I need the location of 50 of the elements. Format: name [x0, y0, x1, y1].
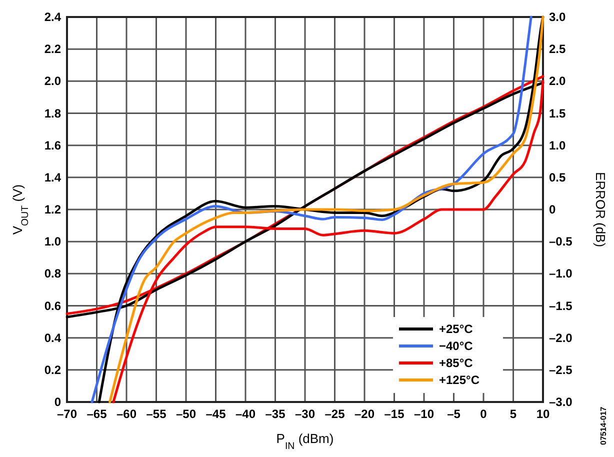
y2-tick-label: 1.5 — [549, 106, 566, 120]
y-tick-label: 0.8 — [44, 266, 62, 281]
x-tick-label: –70 — [56, 407, 78, 421]
y2-tick-label: –2.5 — [549, 362, 573, 377]
y2-tick-label: 0.5 — [549, 170, 566, 184]
legend-label: +125°C — [439, 373, 480, 387]
y-tick-label: 1.2 — [44, 202, 62, 216]
y-tick-label: 1.8 — [44, 106, 62, 120]
x-tick-label: –45 — [206, 407, 226, 421]
y2-tick-label: 1.0 — [549, 138, 566, 152]
legend-label: −40°C — [439, 339, 474, 353]
x-tick-label: –50 — [176, 407, 196, 421]
y-tick-label: 0.6 — [44, 298, 62, 313]
x-tick-label: 5 — [510, 407, 517, 421]
y-tick-label: 2.0 — [44, 74, 62, 88]
y2-tick-label: –0.5 — [549, 234, 573, 249]
legend-label: +25°C — [439, 322, 474, 336]
y2-tick-label: 2.5 — [549, 42, 566, 56]
y2-axis-title: ERROR (dB) — [593, 172, 608, 248]
x-tick-label: –65 — [86, 407, 108, 421]
x-tick-label: –30 — [294, 407, 316, 421]
x-tick-label: –20 — [354, 407, 375, 421]
y-tick-label: 1.6 — [44, 138, 62, 152]
x-tick-label: –5 — [447, 407, 461, 421]
y-tick-label: 0.2 — [44, 362, 62, 377]
x-tick-label: 0 — [480, 407, 488, 421]
y-tick-label: 1.0 — [44, 234, 62, 249]
x-tick-label: –35 — [265, 407, 286, 421]
y-tick-label: 2.2 — [44, 42, 62, 56]
x-tick-label: 10 — [536, 407, 550, 421]
y2-tick-label: –1.5 — [549, 298, 573, 313]
x-tick-label: –60 — [116, 407, 137, 421]
y-tick-label: 1.4 — [44, 170, 62, 184]
y2-tick-label: –3.0 — [549, 395, 573, 409]
y2-tick-label: 0 — [549, 202, 556, 216]
x-tick-label: –10 — [414, 407, 434, 421]
x-tick-label: –40 — [235, 407, 256, 421]
y-tick-label: 0.4 — [44, 330, 62, 345]
y2-tick-label: –1.0 — [549, 266, 573, 281]
x-tick-label: –25 — [324, 407, 346, 421]
legend-label: +85°C — [439, 356, 474, 370]
y2-tick-label: 2.0 — [549, 74, 566, 88]
x-axis-title: P$_{IN}$ (dBm) — [276, 431, 334, 452]
y2-tick-label: 3.0 — [549, 10, 566, 24]
y-tick-label: 2.4 — [44, 10, 62, 24]
y-tick-label: 0 — [54, 395, 62, 409]
text: 07514-017 — [599, 406, 608, 445]
x-tick-label: –55 — [146, 407, 167, 421]
y2-tick-label: –2.0 — [549, 330, 573, 345]
x-tick-label: –15 — [384, 407, 405, 421]
